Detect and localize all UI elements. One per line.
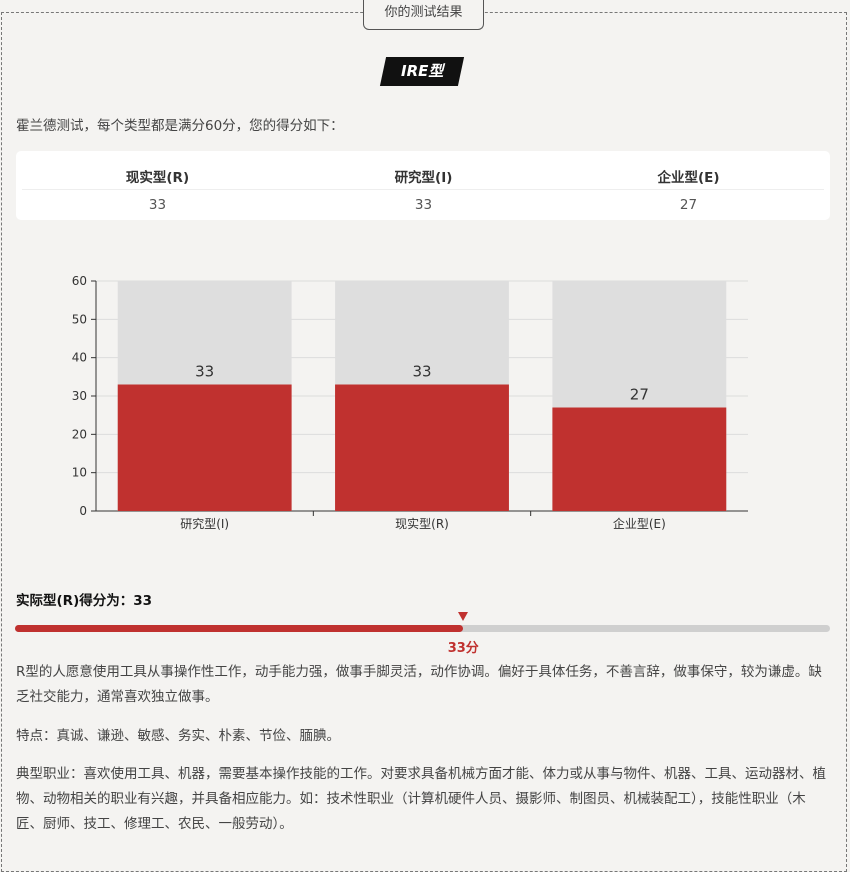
score-header-r: 现实型(R) — [125, 170, 190, 186]
score-value-i: 33 — [414, 197, 433, 213]
bar — [117, 384, 292, 511]
careers-paragraph: 典型职业：喜欢使用工具、机器，需要基本操作技能的工作。对要求具备机械方面才能、体… — [16, 766, 826, 832]
x-tick-label: 现实型(R) — [395, 516, 449, 531]
data-label: 27 — [630, 386, 649, 404]
progress-marker-icon — [458, 612, 469, 621]
score-progress-track — [15, 625, 830, 632]
score-progress-fill — [15, 625, 464, 632]
progress-value-label: 33分 — [447, 641, 479, 656]
y-tick-label: 50 — [72, 312, 87, 326]
bar — [552, 407, 727, 511]
x-tick-label: 企业型(E) — [613, 516, 666, 531]
result-tab-label: 你的测试结果 — [363, 0, 484, 30]
y-tick-label: 40 — [72, 351, 87, 365]
score-header-e: 企业型(E) — [657, 170, 720, 186]
description-paragraph: R型的人愿意使用工具从事操作性工作，动手能力强，做事手脚灵活，动作协调。偏好于具… — [16, 664, 822, 705]
data-label: 33 — [195, 363, 214, 381]
score-value-r: 33 — [148, 197, 167, 213]
y-tick-label: 20 — [72, 427, 87, 441]
y-tick-label: 10 — [72, 466, 87, 480]
y-tick-label: 60 — [72, 274, 87, 288]
score-value-e: 27 — [679, 197, 698, 213]
result-title: 实际型(R)得分为：33 — [16, 593, 153, 609]
intro-text: 霍兰德测试，每个类型都是满分60分，您的得分如下： — [16, 118, 344, 134]
data-label: 33 — [412, 363, 431, 381]
traits-paragraph: 特点：真诚、谦逊、敏感、务实、朴素、节俭、腼腆。 — [16, 728, 340, 744]
x-tick-label: 研究型(I) — [180, 516, 229, 531]
score-bar-chart: 0 10 20 30 40 50 60 33 研究型(I) 33 现实型(R) 27 企业型(E) — [72, 274, 748, 531]
table-divider — [22, 189, 824, 190]
score-table: 现实型(R) 研究型(I) 企业型(E) 33 33 27 — [16, 151, 830, 220]
score-header-i: 研究型(I) — [394, 170, 453, 186]
y-tick-label: 0 — [79, 504, 87, 518]
bar — [335, 384, 509, 511]
y-tick-label: 30 — [72, 389, 87, 403]
